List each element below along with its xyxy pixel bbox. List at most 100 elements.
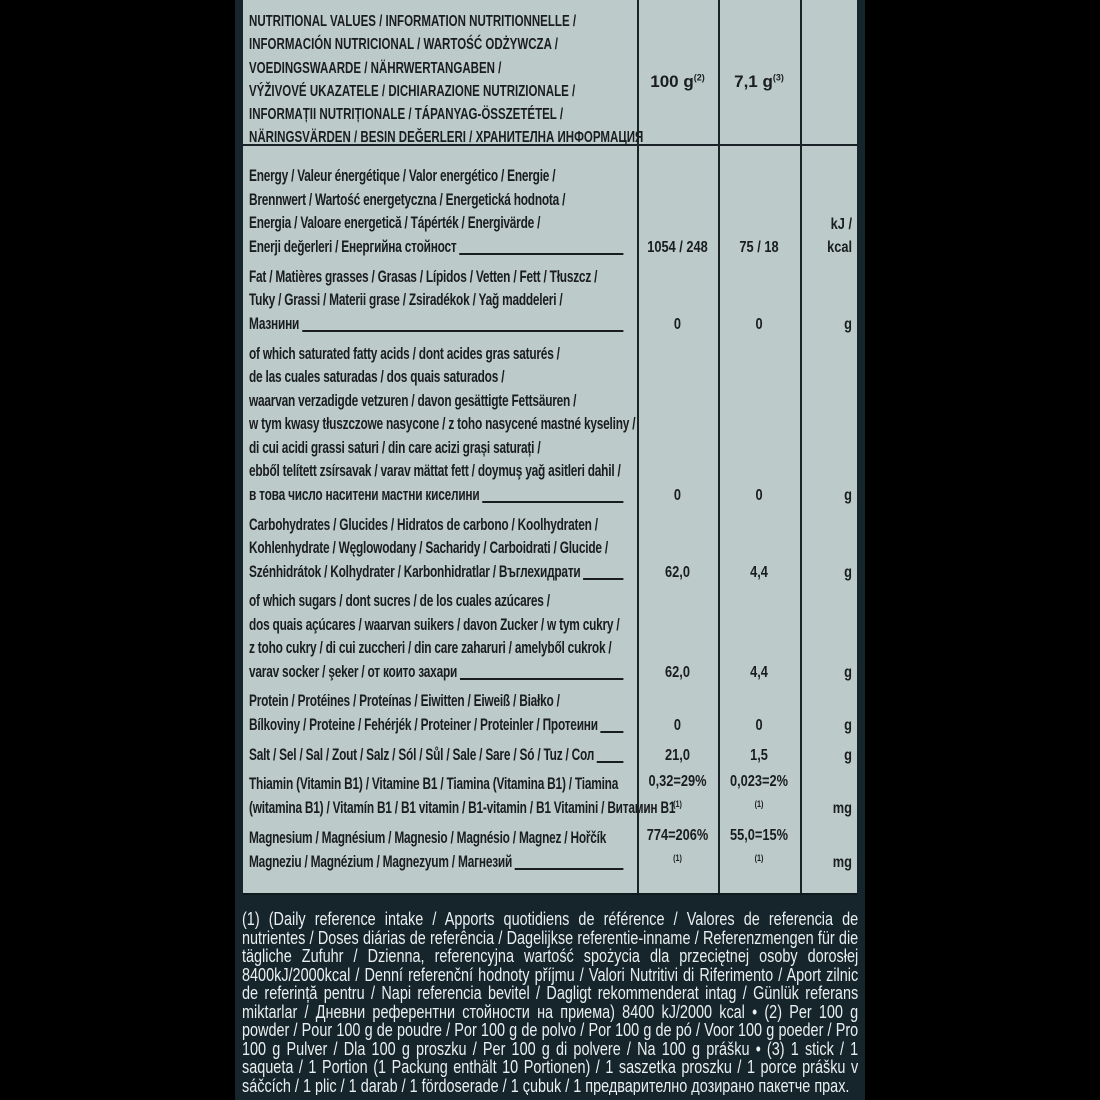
nutrient-label: Carbohydrates / Glucides / Hidratos de c… bbox=[249, 514, 624, 585]
nutrient-label-text: Magnesium / Magnésium / Magnesio / Magné… bbox=[249, 829, 607, 847]
nutrient-label-text: (witamina B1) / Vitamín B1 / B1 vitamin … bbox=[249, 798, 676, 817]
table-row: of which saturated fatty acids / dont ac… bbox=[243, 342, 857, 513]
nutrient-label-text: Carbohydrates / Glucides / Hidratos de c… bbox=[249, 515, 598, 534]
value-per-100g: 62,0 bbox=[665, 564, 690, 581]
leader-line bbox=[514, 851, 624, 870]
nutrient-label-text: of which saturated fatty acids / dont ac… bbox=[249, 344, 560, 363]
value-per-100g: 0,32=29%(1) bbox=[648, 772, 707, 809]
nutrient-label: Thiamin (Vitamin B1) / Vitamine B1 / Tia… bbox=[249, 773, 675, 821]
header-title-line: NÄRINGSVÄRDEN / BESIN DEĞERLERI / ХРАНИТ… bbox=[249, 129, 644, 147]
table-row: Thiamin (Vitamin B1) / Vitamine B1 / Tia… bbox=[243, 773, 857, 826]
unit: mg bbox=[832, 854, 852, 871]
value-per-100g: 0 bbox=[673, 717, 682, 734]
table-header: NUTRITIONAL VALUES / INFORMATION NUTRITI… bbox=[243, 0, 857, 146]
nutrient-label: of which sugars / dont sucres / de los c… bbox=[249, 590, 624, 685]
leader-line bbox=[302, 313, 624, 332]
footnote-text: (1) (Daily reference intake / Apports qu… bbox=[242, 910, 858, 1095]
leader-line bbox=[600, 714, 624, 733]
unit: g bbox=[844, 316, 852, 333]
nutrient-label-line: w tym kwasy tłuszczowe nasycone / z toho… bbox=[249, 413, 636, 437]
nutrient-label-text: Energy / Valeur énergétique / Valor ener… bbox=[249, 167, 556, 185]
nutrient-label-line: Thiamin (Vitamin B1) / Vitamine B1 / Tia… bbox=[249, 773, 623, 797]
nutrient-label-text: в това число наситени мастни киселини bbox=[249, 485, 480, 504]
unit: mg bbox=[832, 800, 852, 817]
nutrient-label-line: Brennwert / Wartość energetyczna / Energ… bbox=[249, 189, 623, 213]
nutrient-label-text: of which sugars / dont sucres / de los c… bbox=[249, 592, 550, 610]
header-title-line: INFORMAȚII NUTRIȚIONALE / TÁPANYAG-ÖSSZE… bbox=[249, 106, 564, 124]
nutrient-label-line: of which sugars / dont sucres / de los c… bbox=[249, 590, 623, 614]
value-per-portion: 0 bbox=[755, 717, 763, 734]
value-per-100g: 0 bbox=[673, 316, 682, 333]
value-per-portion: 0,023=2%(1) bbox=[729, 772, 788, 809]
header-title-line: VOEDINGSWAARDE / NÄHRWERTANGABEN / bbox=[249, 59, 502, 77]
unit: g bbox=[844, 564, 852, 581]
nutrient-label-text: Energia / Valoare energetică / Tápérték … bbox=[249, 214, 541, 232]
nutrient-label-text: Magneziu / Magnézium / Magnezyum / Магне… bbox=[249, 852, 513, 871]
nutrient-label-line: Enerji değerleri / Енергийна стойност bbox=[249, 236, 624, 260]
value-per-100g: 774=206%(1) bbox=[646, 826, 709, 863]
unit: g bbox=[844, 487, 852, 504]
leader-line bbox=[459, 661, 624, 680]
unit: g bbox=[844, 717, 852, 734]
nutrient-label-line: Carbohydrates / Glucides / Hidratos de c… bbox=[249, 514, 623, 538]
nutrient-label-line: Salt / Sel / Sal / Zout / Salz / Sól / S… bbox=[249, 744, 624, 768]
nutrient-label-text: de las cuales saturadas / dos quais satu… bbox=[249, 368, 505, 386]
leader-line bbox=[482, 484, 624, 503]
nutrient-label-line: Energia / Valoare energetică / Tápérték … bbox=[249, 212, 623, 236]
nutrient-label-line: Szénhidrátok / Kolhydrater / Karbonhidra… bbox=[249, 561, 624, 585]
nutrient-label-line: (witamina B1) / Vitamín B1 / B1 vitamin … bbox=[249, 797, 675, 821]
nutrient-label-line: Kohlenhydrate / Węglowodany / Sacharidy … bbox=[249, 537, 623, 561]
nutrient-label-line: z toho cukry / di cui zuccheri / din car… bbox=[249, 637, 623, 661]
table-row: Magnesium / Magnésium / Magnesio / Magné… bbox=[243, 826, 857, 880]
leader-line bbox=[459, 236, 624, 255]
nutrient-label-text: Kohlenhydrate / Węglowodany / Sacharidy … bbox=[249, 539, 608, 557]
header-title-line: VÝŽIVOVÉ UKAZATELE / DICHIARAZIONE NUTRI… bbox=[249, 82, 576, 100]
nutrient-label-text: varav socker / şeker / от които захари bbox=[249, 662, 458, 681]
nutrient-label-text: Brennwert / Wartość energetyczna / Energ… bbox=[249, 190, 566, 209]
value-per-100g: 62,0 bbox=[665, 664, 690, 681]
nutrient-label-line: de las cuales saturadas / dos quais satu… bbox=[249, 366, 623, 390]
unit: g bbox=[844, 664, 852, 681]
leader-line bbox=[583, 561, 624, 580]
nutrient-label-line: di cui acidi grassi saturi / din care ac… bbox=[249, 437, 623, 461]
column-divider bbox=[718, 0, 720, 893]
nutrition-table: NUTRITIONAL VALUES / INFORMATION NUTRITI… bbox=[243, 0, 857, 895]
header-title-line: INFORMACIÓN NUTRICIONAL / WARTOŚĆ ODŻYWC… bbox=[249, 36, 558, 54]
nutrient-label-line: Tuky / Grassi / Materii grase / Zsiradék… bbox=[249, 289, 623, 313]
value-per-portion: 75 / 18 bbox=[739, 239, 779, 256]
nutrient-label-text: Tuky / Grassi / Materii grase / Zsiradék… bbox=[249, 291, 563, 309]
nutrient-label-text: Bílkoviny / Proteine / Fehérjék / Protei… bbox=[249, 715, 598, 734]
nutrient-label-text: Salt / Sel / Sal / Zout / Salz / Sól / S… bbox=[249, 745, 595, 764]
value-per-portion: 4,4 bbox=[750, 564, 768, 581]
nutrient-label-line: Magneziu / Magnézium / Magnezyum / Магне… bbox=[249, 851, 624, 875]
nutrient-label-text: Enerji değerleri / Енергийна стойност bbox=[249, 237, 457, 256]
nutrient-label-line: Bílkoviny / Proteine / Fehérjék / Protei… bbox=[249, 714, 624, 738]
nutrient-label-line: of which saturated fatty acids / dont ac… bbox=[249, 343, 623, 367]
nutrient-label-text: dos quais açúcares / waarvan suikers / d… bbox=[249, 615, 620, 634]
column-divider bbox=[800, 0, 802, 893]
table-row: Carbohydrates / Glucides / Hidratos de c… bbox=[243, 513, 857, 590]
nutrient-label-text: z toho cukry / di cui zuccheri / din car… bbox=[249, 639, 612, 657]
nutrient-label-text: Мазнини bbox=[249, 314, 300, 333]
nutrient-label-text: ebből telített zsírsavak / varav mättat … bbox=[249, 462, 621, 480]
nutrient-label: Salt / Sel / Sal / Zout / Salz / Sól / S… bbox=[249, 744, 624, 768]
unit: g bbox=[844, 747, 852, 764]
table-row: Salt / Sel / Sal / Zout / Salz / Sól / S… bbox=[243, 743, 857, 773]
header-divider bbox=[243, 144, 857, 146]
value-per-portion: 1,5 bbox=[750, 747, 768, 764]
header-title-line: NUTRITIONAL VALUES / INFORMATION NUTRITI… bbox=[249, 13, 577, 30]
nutrient-label-text: Protein / Protéines / Proteínas / Eiwitt… bbox=[249, 692, 560, 710]
header-per-portion: 7,1 g(3) bbox=[734, 72, 784, 91]
leader-line bbox=[596, 744, 624, 763]
nutrient-label-text: Szénhidrátok / Kolhydrater / Karbonhidra… bbox=[249, 562, 581, 581]
nutrient-label: Fat / Matières grasses / Grasas / Lípido… bbox=[249, 266, 624, 337]
nutrient-label-text: w tym kwasy tłuszczowe nasycone / z toho… bbox=[249, 415, 636, 433]
value-per-portion: 4,4 bbox=[750, 664, 768, 681]
nutrient-label-text: Fat / Matières grasses / Grasas / Lípido… bbox=[249, 267, 598, 286]
nutrient-label: Protein / Protéines / Proteínas / Eiwitt… bbox=[249, 690, 624, 738]
nutrient-label-text: di cui acidi grassi saturi / din care ac… bbox=[249, 438, 541, 457]
value-per-portion: 0 bbox=[755, 316, 763, 333]
nutrient-label-line: ebből telített zsírsavak / varav mättat … bbox=[249, 460, 623, 484]
nutrient-label-line: varav socker / şeker / от които захари bbox=[249, 661, 624, 685]
nutrient-label-line: Мазнини bbox=[249, 313, 624, 337]
